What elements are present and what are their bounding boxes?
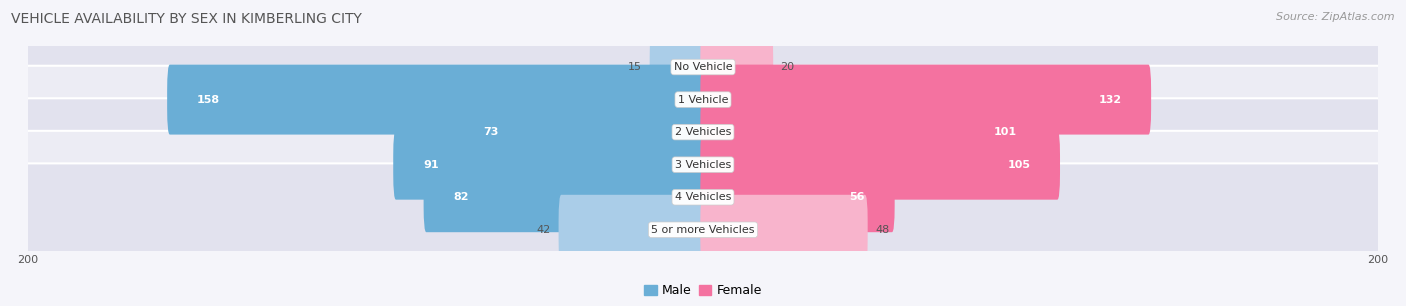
FancyBboxPatch shape bbox=[22, 98, 1384, 231]
Text: 91: 91 bbox=[423, 160, 439, 170]
Text: 20: 20 bbox=[780, 62, 794, 72]
FancyBboxPatch shape bbox=[700, 32, 773, 102]
FancyBboxPatch shape bbox=[394, 130, 706, 200]
FancyBboxPatch shape bbox=[22, 163, 1384, 296]
FancyBboxPatch shape bbox=[700, 65, 1152, 135]
FancyBboxPatch shape bbox=[167, 65, 706, 135]
FancyBboxPatch shape bbox=[558, 195, 706, 265]
Text: 2 Vehicles: 2 Vehicles bbox=[675, 127, 731, 137]
Text: 82: 82 bbox=[453, 192, 468, 202]
FancyBboxPatch shape bbox=[700, 195, 868, 265]
FancyBboxPatch shape bbox=[700, 162, 894, 232]
Text: 73: 73 bbox=[484, 127, 499, 137]
Text: 158: 158 bbox=[197, 95, 219, 105]
Text: VEHICLE AVAILABILITY BY SEX IN KIMBERLING CITY: VEHICLE AVAILABILITY BY SEX IN KIMBERLIN… bbox=[11, 12, 363, 26]
Text: 42: 42 bbox=[537, 225, 551, 235]
Text: 105: 105 bbox=[1007, 160, 1031, 170]
Text: 56: 56 bbox=[849, 192, 865, 202]
Text: 48: 48 bbox=[875, 225, 890, 235]
Legend: Male, Female: Male, Female bbox=[640, 279, 766, 302]
FancyBboxPatch shape bbox=[454, 97, 706, 167]
Text: 101: 101 bbox=[994, 127, 1017, 137]
Text: 1 Vehicle: 1 Vehicle bbox=[678, 95, 728, 105]
Text: 5 or more Vehicles: 5 or more Vehicles bbox=[651, 225, 755, 235]
FancyBboxPatch shape bbox=[22, 1, 1384, 133]
FancyBboxPatch shape bbox=[700, 130, 1060, 200]
Text: 15: 15 bbox=[628, 62, 643, 72]
Text: 4 Vehicles: 4 Vehicles bbox=[675, 192, 731, 202]
FancyBboxPatch shape bbox=[700, 97, 1046, 167]
FancyBboxPatch shape bbox=[423, 162, 706, 232]
Text: Source: ZipAtlas.com: Source: ZipAtlas.com bbox=[1277, 12, 1395, 22]
FancyBboxPatch shape bbox=[650, 32, 706, 102]
FancyBboxPatch shape bbox=[22, 33, 1384, 166]
Text: 132: 132 bbox=[1098, 95, 1122, 105]
FancyBboxPatch shape bbox=[22, 66, 1384, 199]
FancyBboxPatch shape bbox=[22, 131, 1384, 263]
Text: 3 Vehicles: 3 Vehicles bbox=[675, 160, 731, 170]
Text: No Vehicle: No Vehicle bbox=[673, 62, 733, 72]
